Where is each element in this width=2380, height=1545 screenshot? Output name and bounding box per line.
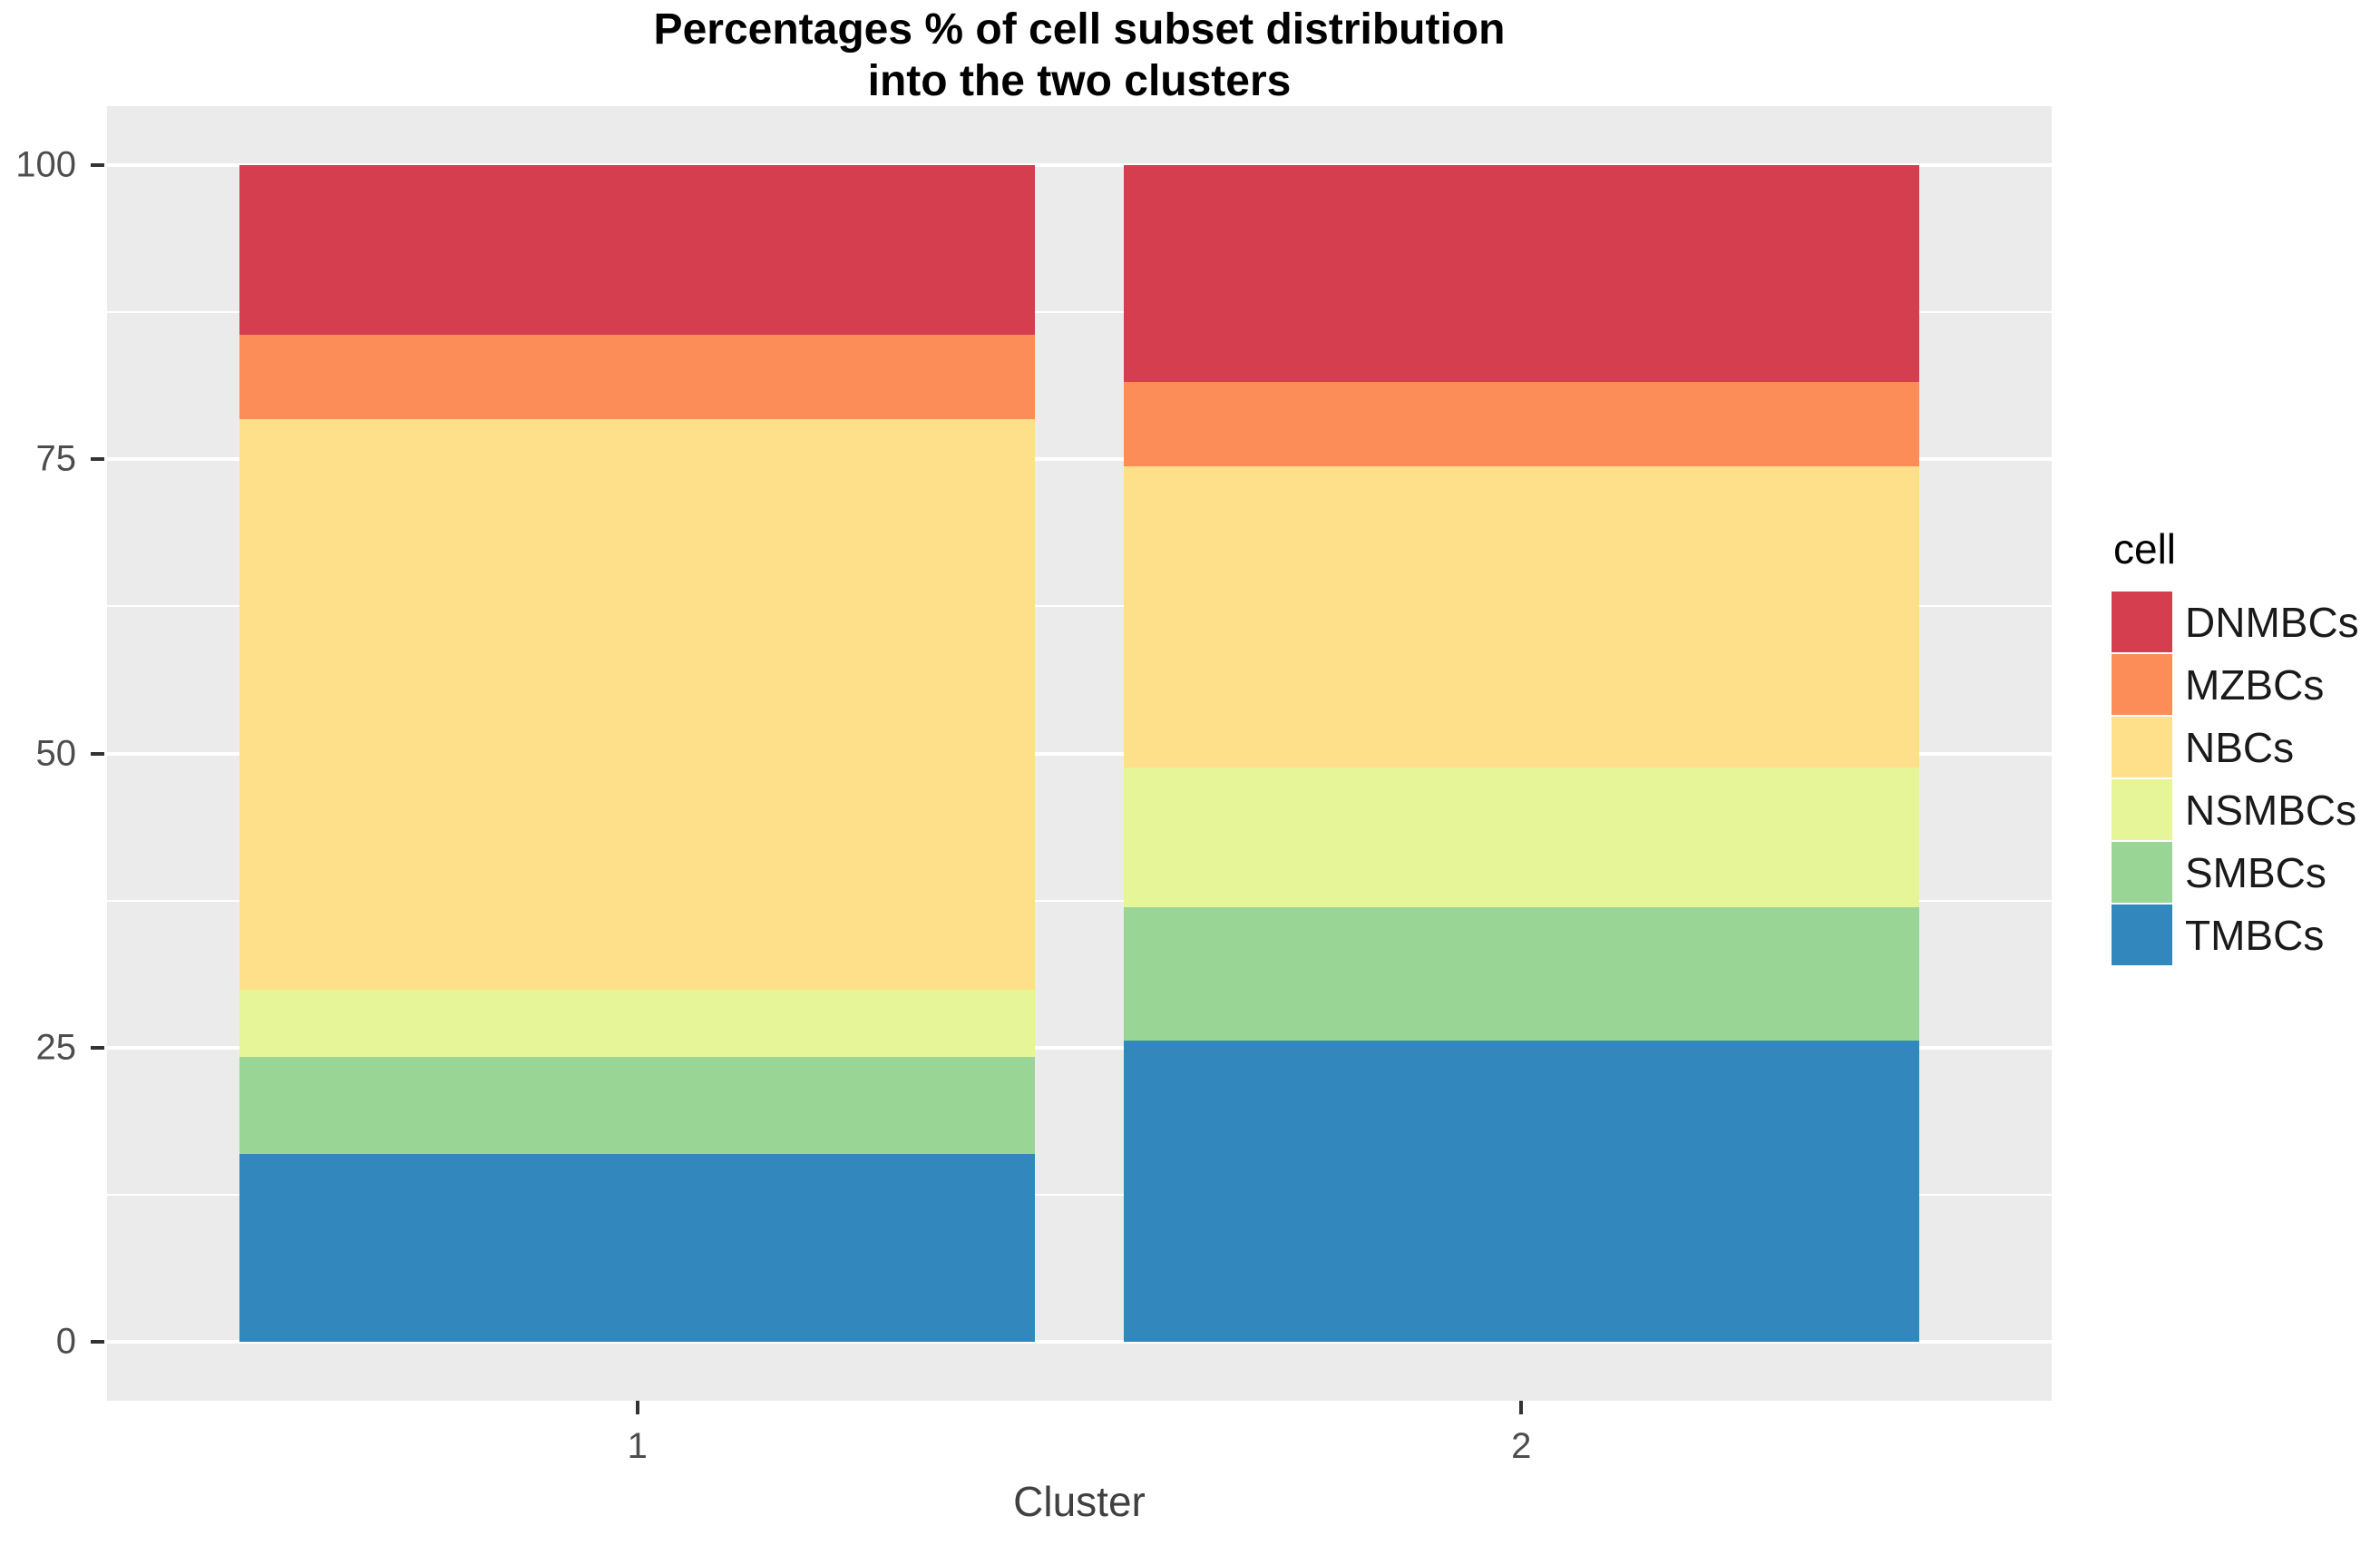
bar-segment-NBCs: [239, 419, 1036, 991]
gridline-major: [107, 1045, 2052, 1050]
chart-title-line1: Percentages % of cell subset distributio…: [653, 5, 1506, 54]
gridline-minor: [107, 1193, 2052, 1196]
y-tick-mark: [91, 1045, 104, 1050]
legend-title: cell: [2113, 525, 2177, 572]
gridline-major: [107, 1340, 2052, 1345]
y-tick-mark: [91, 457, 104, 462]
legend-key-DNMBCs: [2112, 592, 2172, 652]
gridline-major: [107, 751, 2052, 756]
y-tick-label: 0: [55, 1321, 76, 1362]
bar-segment-TMBCs: [1123, 1041, 1919, 1343]
gridline-major: [107, 457, 2052, 462]
legend-entry-MZBCs: MZBCs: [2112, 654, 2380, 715]
legend-key-TMBCs: [2112, 905, 2172, 965]
bar-segment-SMBCs: [239, 1057, 1036, 1154]
y-tick-label: 25: [35, 1027, 77, 1068]
legend-label: SMBCs: [2185, 848, 2326, 896]
legend-entry-NBCs: NBCs: [2112, 717, 2380, 777]
legend-label: NSMBCs: [2185, 786, 2357, 834]
y-tick-label: 75: [35, 438, 77, 479]
bar-segment-MZBCs: [239, 334, 1036, 420]
legend-label: DNMBCs: [2185, 598, 2359, 646]
bar-cluster-2: [1123, 164, 1919, 1343]
legend: cell DNMBCs MZBCs NBCs NSMBCs SMBCs TMBCs: [2112, 524, 2380, 967]
chart-title-line2: into the two clusters: [867, 57, 1292, 105]
legend-entry-SMBCs: SMBCs: [2112, 842, 2380, 903]
x-axis-title: Cluster: [1013, 1478, 1146, 1525]
bar-segment-TMBCs: [239, 1153, 1036, 1343]
gridline-major: [107, 162, 2052, 167]
y-axis: 0 25 50 75 100: [0, 106, 107, 1401]
y-tick-mark: [91, 162, 104, 167]
legend-entry-DNMBCs: DNMBCs: [2112, 592, 2380, 652]
bar-segment-MZBCs: [1123, 381, 1919, 467]
legend-label: TMBCs: [2185, 911, 2325, 959]
legend-entry-TMBCs: TMBCs: [2112, 905, 2380, 965]
legend-key-NBCs: [2112, 717, 2172, 777]
gridline-minor: [107, 605, 2052, 608]
y-tick-mark: [91, 1340, 104, 1345]
x-tick-mark: [1519, 1401, 1524, 1414]
bar-segment-DNMBCs: [1123, 164, 1919, 382]
legend-entries: DNMBCs MZBCs NBCs NSMBCs SMBCs TMBCs: [2112, 592, 2380, 965]
bar-segment-NBCs: [1123, 466, 1919, 768]
legend-key-NSMBCs: [2112, 779, 2172, 840]
plot-panel: [107, 106, 2052, 1401]
chart-title: Percentages % of cell subset distributio…: [107, 0, 2052, 107]
bar-segment-NSMBCs: [239, 990, 1036, 1058]
y-tick-mark: [91, 751, 104, 756]
legend-label: NBCs: [2185, 723, 2295, 771]
bar-segment-SMBCs: [1123, 907, 1919, 1041]
y-tick-label: 50: [35, 733, 77, 773]
gridline-minor: [107, 311, 2052, 314]
legend-label: MZBCs: [2185, 660, 2325, 709]
x-tick-mark: [635, 1401, 639, 1414]
x-tick-label: 1: [627, 1426, 648, 1466]
legend-entry-NSMBCs: NSMBCs: [2112, 779, 2380, 840]
bar-segment-DNMBCs: [239, 164, 1036, 335]
x-tick-label: 2: [1511, 1426, 1532, 1466]
bar-cluster-1: [239, 164, 1036, 1343]
y-tick-label: 100: [15, 144, 76, 185]
bar-segment-NSMBCs: [1123, 768, 1919, 908]
legend-key-SMBCs: [2112, 842, 2172, 903]
gridline-minor: [107, 899, 2052, 902]
legend-key-MZBCs: [2112, 654, 2172, 715]
